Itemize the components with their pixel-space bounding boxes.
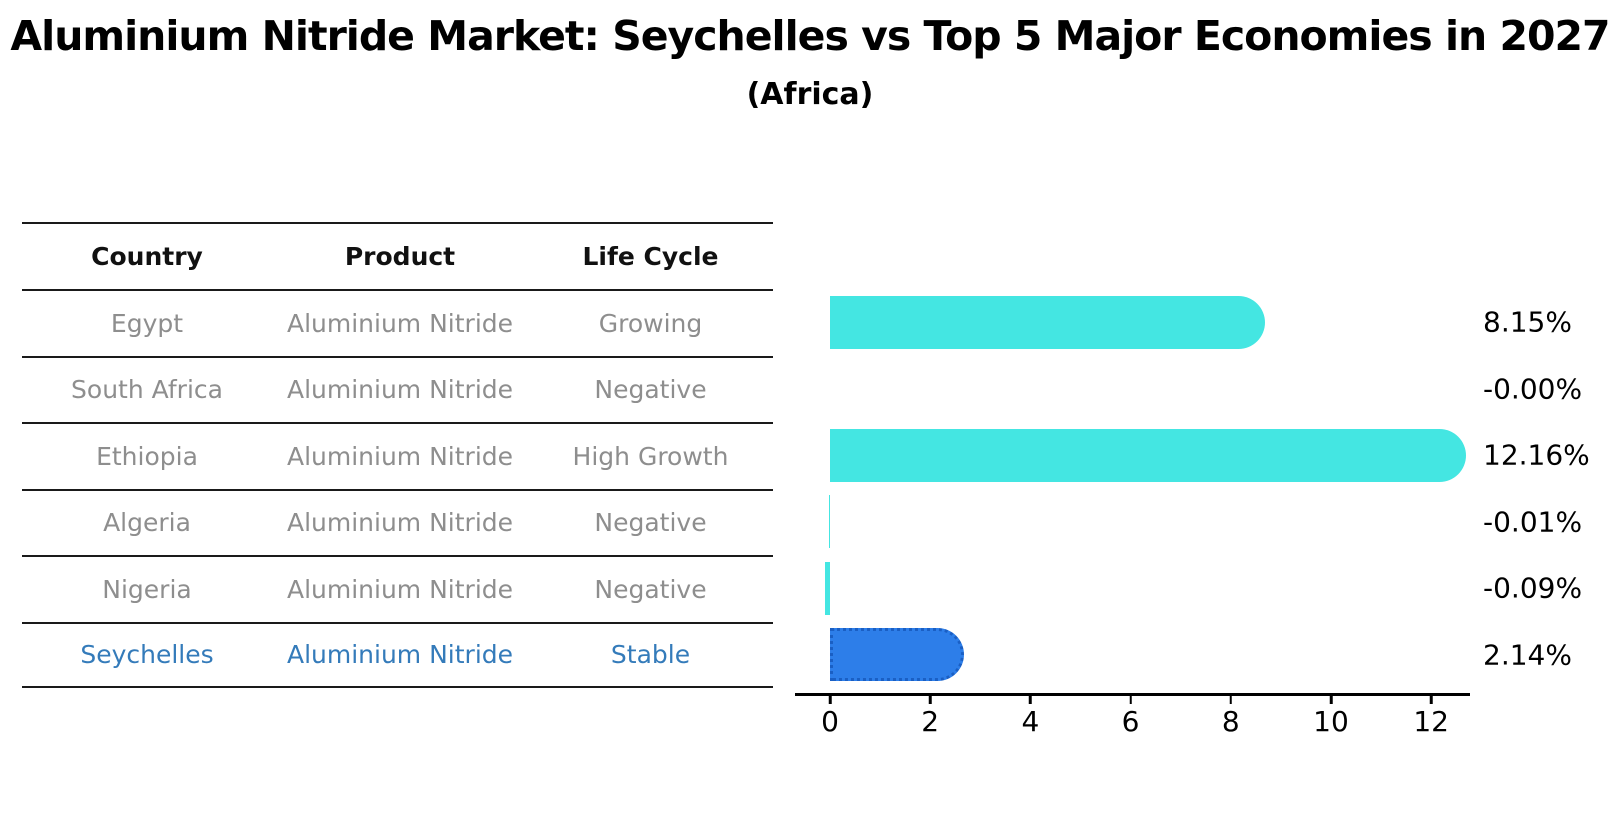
x-axis-tick: [1029, 695, 1032, 704]
table-row: Seychelles Aluminium Nitride Stable: [22, 621, 773, 688]
product-cell: Aluminium Nitride: [286, 375, 514, 405]
value-label: -0.01%: [1483, 505, 1583, 538]
table-row: Algeria Aluminium Nitride Negative: [22, 488, 773, 556]
country-cell: Algeria: [103, 508, 191, 538]
table-header-row: Country Product Life Cycle: [22, 222, 773, 289]
country-table: Country Product Life Cycle Egypt Aluminium N…: [22, 222, 773, 688]
chart-subtitle: (Africa): [746, 77, 874, 112]
country-cell: South Africa: [71, 375, 223, 405]
country-cell: Seychelles: [80, 640, 214, 670]
product-cell: Aluminium Nitride: [286, 308, 514, 338]
value-label: 8.15%: [1483, 305, 1572, 339]
life-cycle-cell: Negative: [594, 574, 707, 604]
product-cell: Aluminium Nitride: [286, 574, 514, 604]
bar-ethiopia: [830, 428, 1466, 482]
life-cycle-cell: Negative: [594, 508, 707, 538]
x-axis-tick: [928, 695, 932, 704]
table-row: Nigeria Aluminium Nitride Negative: [22, 555, 773, 622]
chart-title: Aluminium Nitride Market: Seychelles vs …: [10, 12, 1610, 60]
value-label: 12.16%: [1483, 438, 1590, 472]
x-axis-tick-label: 4: [1021, 705, 1040, 738]
x-axis-tick: [828, 695, 832, 704]
life-cycle-cell: Stable: [610, 640, 691, 670]
bar-nigeria: [825, 561, 830, 615]
x-axis-tick-label: 8: [1221, 705, 1240, 738]
column-header: Country: [91, 242, 203, 271]
table-row: Ethiopia Aluminium Nitride High Growth: [22, 422, 773, 489]
x-axis-tick: [1329, 695, 1333, 704]
x-axis-tick-label: 10: [1313, 705, 1349, 738]
life-cycle-cell: Negative: [594, 375, 707, 405]
value-label: -0.00%: [1483, 372, 1583, 405]
bar-algeria: [829, 495, 830, 548]
x-axis-tick-label: 12: [1413, 705, 1450, 738]
column-header: Life Cycle: [582, 242, 719, 271]
country-cell: Ethiopia: [96, 441, 198, 471]
bar-egypt: [830, 295, 1265, 349]
x-axis-tick: [1129, 695, 1132, 704]
x-axis-line: [795, 693, 1470, 696]
x-axis-tick-label: 2: [921, 705, 940, 738]
country-cell: Nigeria: [102, 574, 192, 604]
product-cell: Aluminium Nitride: [286, 441, 514, 471]
table-row: South Africa Aluminium Nitride Negative: [22, 355, 773, 423]
x-axis-tick-label: 6: [1121, 705, 1140, 738]
product-cell: Aluminium Nitride: [286, 508, 514, 538]
life-cycle-cell: Growing: [598, 308, 703, 338]
x-axis-tick-label: 0: [821, 705, 839, 738]
value-label: 2.14%: [1483, 638, 1572, 671]
table-row: Egypt Aluminium Nitride Growing: [22, 289, 773, 356]
product-cell: Aluminium Nitride: [286, 640, 514, 670]
value-label: -0.09%: [1483, 571, 1583, 605]
x-axis-tick: [1429, 695, 1433, 704]
country-cell: Egypt: [110, 308, 184, 338]
x-axis-tick: [1229, 695, 1233, 704]
bar-seychelles: [830, 628, 964, 681]
life-cycle-cell: High Growth: [572, 441, 729, 471]
column-header: Product: [344, 242, 456, 271]
